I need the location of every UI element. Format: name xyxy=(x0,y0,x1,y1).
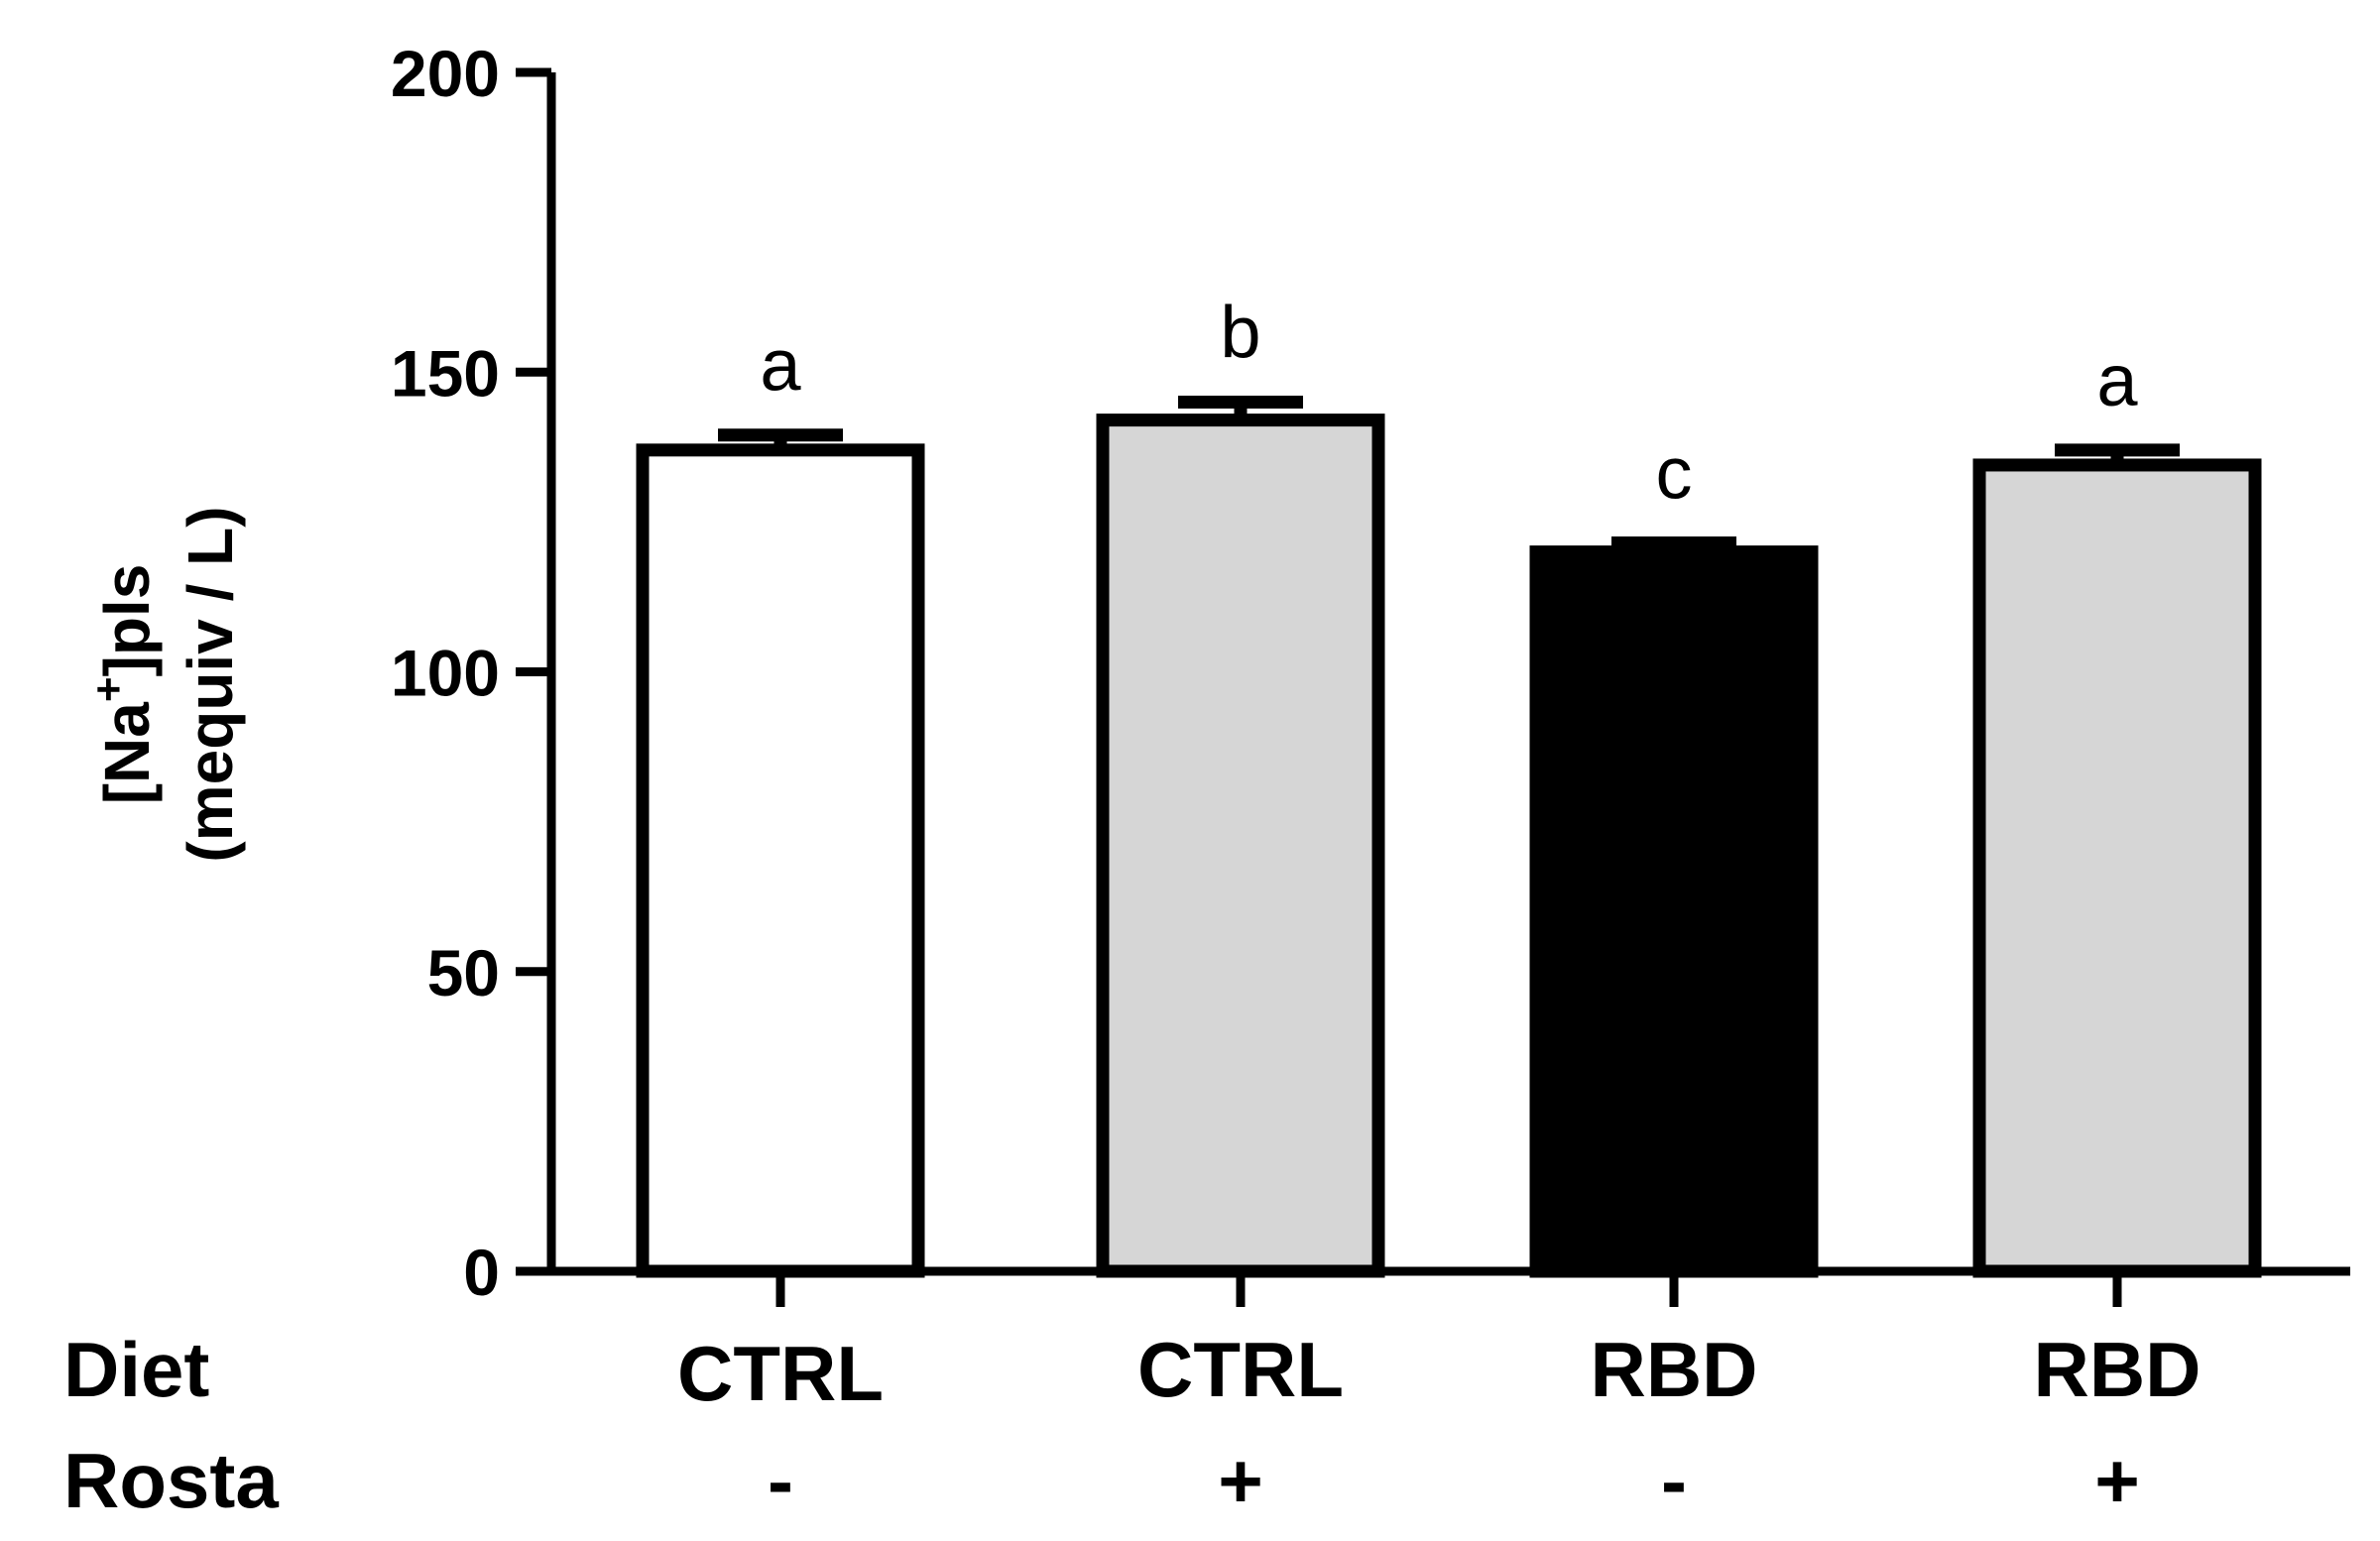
category-label: - xyxy=(1661,1437,1687,1524)
y-tick-label: 150 xyxy=(391,336,500,410)
significance-label: a xyxy=(2096,339,2138,421)
bars: a b c a xyxy=(636,291,2262,1278)
category-label: RBD xyxy=(2034,1326,2202,1413)
y-tick-label: 50 xyxy=(427,936,500,1009)
y-axis-ticks: 0 50 100 150 200 xyxy=(391,37,551,1309)
y-tick-label: 0 xyxy=(463,1236,500,1309)
category-label: + xyxy=(2094,1437,2140,1524)
y-axis-label-line2: (mequiv / L) xyxy=(175,506,246,862)
significance-label: b xyxy=(1220,291,1260,373)
row-label: Diet xyxy=(63,1326,209,1413)
y-axis-label-line1: [Na+]pls xyxy=(84,564,163,805)
significance-label: c xyxy=(1656,432,1693,515)
bar xyxy=(1972,458,2262,1278)
bar xyxy=(1529,545,1819,1278)
axes xyxy=(546,72,2350,1276)
y-tick-label: 100 xyxy=(391,637,500,710)
category-label: + xyxy=(1218,1437,1263,1524)
significance-label: a xyxy=(760,324,801,407)
y-axis-label: [Na+]pls (mequiv / L) xyxy=(84,506,246,862)
category-label: - xyxy=(768,1437,793,1524)
category-label: CTRL xyxy=(677,1330,884,1417)
bar xyxy=(1096,414,1385,1278)
y-tick-label: 200 xyxy=(391,37,500,110)
row-label: Rosta xyxy=(63,1437,279,1524)
category-label: CTRL xyxy=(1137,1326,1344,1413)
category-label: RBD xyxy=(1591,1326,1758,1413)
bar xyxy=(636,443,925,1278)
x-axis-labels: Diet CTRL CTRL RBD RBD Rosta - + - + xyxy=(63,1271,2202,1524)
